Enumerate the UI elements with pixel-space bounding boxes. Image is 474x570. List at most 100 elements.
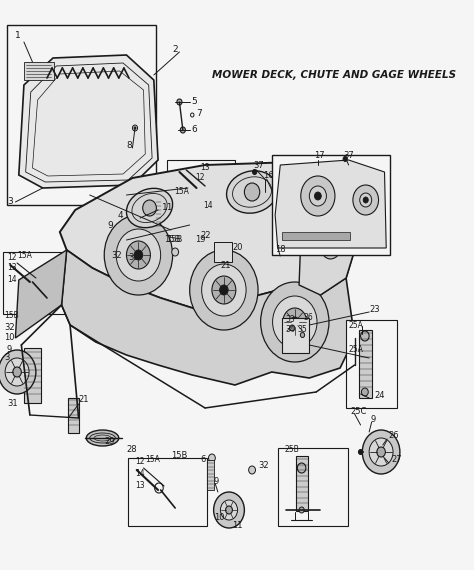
Text: 6: 6 xyxy=(191,125,197,135)
Circle shape xyxy=(219,285,228,295)
Polygon shape xyxy=(15,250,67,338)
Text: 6: 6 xyxy=(201,455,206,465)
Circle shape xyxy=(360,193,372,207)
Circle shape xyxy=(13,367,21,377)
Circle shape xyxy=(253,169,257,174)
Circle shape xyxy=(301,332,305,337)
Polygon shape xyxy=(299,178,361,295)
Circle shape xyxy=(362,430,400,474)
Circle shape xyxy=(301,176,335,216)
Text: 12: 12 xyxy=(195,173,204,181)
Bar xyxy=(207,460,214,490)
Text: 7: 7 xyxy=(197,108,202,117)
Text: 25C: 25C xyxy=(350,408,367,417)
Text: 25A: 25A xyxy=(349,345,364,355)
Circle shape xyxy=(209,454,215,462)
Text: 15B: 15B xyxy=(166,235,182,245)
Circle shape xyxy=(134,127,136,129)
Text: 2: 2 xyxy=(173,46,178,55)
Circle shape xyxy=(113,202,140,234)
Circle shape xyxy=(249,466,255,474)
Text: 32: 32 xyxy=(4,324,15,332)
Circle shape xyxy=(353,185,379,215)
Text: 16: 16 xyxy=(263,172,274,181)
Circle shape xyxy=(343,157,347,161)
Circle shape xyxy=(226,506,232,514)
Text: 15A: 15A xyxy=(145,455,160,465)
Bar xyxy=(282,318,310,353)
Circle shape xyxy=(363,197,368,203)
Text: 3: 3 xyxy=(7,197,13,206)
Text: 15A: 15A xyxy=(17,250,32,259)
Text: 25B: 25B xyxy=(284,446,299,454)
Text: 33: 33 xyxy=(285,316,295,324)
Circle shape xyxy=(314,192,321,200)
Bar xyxy=(68,398,79,433)
Bar xyxy=(24,62,54,80)
Circle shape xyxy=(299,507,304,513)
Circle shape xyxy=(190,250,258,330)
Circle shape xyxy=(124,215,129,221)
Circle shape xyxy=(261,282,329,362)
Circle shape xyxy=(291,317,299,327)
Circle shape xyxy=(143,200,156,216)
Text: 21: 21 xyxy=(220,262,231,271)
Text: 14: 14 xyxy=(135,470,145,478)
Circle shape xyxy=(132,125,137,131)
Text: 17: 17 xyxy=(314,152,325,161)
Text: 13: 13 xyxy=(135,482,145,491)
Text: 34: 34 xyxy=(285,325,295,335)
Circle shape xyxy=(273,296,317,348)
Bar xyxy=(278,448,348,526)
Circle shape xyxy=(5,358,29,386)
Bar xyxy=(214,242,232,262)
Ellipse shape xyxy=(86,430,119,446)
Text: 31: 31 xyxy=(7,398,18,408)
Ellipse shape xyxy=(318,211,345,259)
Text: 13: 13 xyxy=(7,263,17,272)
Text: 24: 24 xyxy=(374,392,385,401)
Text: 32: 32 xyxy=(111,251,122,260)
Text: 10: 10 xyxy=(214,514,224,523)
Text: 9: 9 xyxy=(214,478,219,487)
Text: 9: 9 xyxy=(108,221,113,230)
Circle shape xyxy=(0,350,36,394)
Bar xyxy=(167,160,235,218)
Circle shape xyxy=(177,99,182,105)
Bar xyxy=(155,200,161,228)
Ellipse shape xyxy=(127,188,173,227)
Text: 26: 26 xyxy=(389,431,400,441)
Circle shape xyxy=(283,308,307,336)
Text: 10: 10 xyxy=(4,333,15,343)
Bar xyxy=(282,232,350,240)
Circle shape xyxy=(116,229,161,281)
Text: 4: 4 xyxy=(118,211,124,221)
Bar xyxy=(272,155,390,255)
Bar xyxy=(24,348,41,403)
Circle shape xyxy=(119,209,134,227)
Text: 15B: 15B xyxy=(4,311,19,320)
Text: 5: 5 xyxy=(191,97,197,107)
Text: 25A: 25A xyxy=(349,320,364,329)
Circle shape xyxy=(104,215,173,295)
Circle shape xyxy=(220,500,237,520)
Circle shape xyxy=(290,325,295,331)
Circle shape xyxy=(297,463,306,473)
Ellipse shape xyxy=(323,219,340,251)
Circle shape xyxy=(245,183,260,201)
Text: 8: 8 xyxy=(127,141,132,150)
Text: 30: 30 xyxy=(128,254,139,263)
Bar xyxy=(2,252,78,314)
Circle shape xyxy=(361,331,369,341)
Circle shape xyxy=(212,276,236,304)
Ellipse shape xyxy=(227,171,278,213)
Text: 32: 32 xyxy=(258,462,269,470)
Text: 9: 9 xyxy=(371,416,376,425)
Text: 12: 12 xyxy=(7,253,16,262)
Circle shape xyxy=(180,127,185,133)
Text: 14: 14 xyxy=(203,201,213,210)
Bar xyxy=(359,330,372,398)
Text: MOWER DECK, CHUTE AND GAGE WHEELS: MOWER DECK, CHUTE AND GAGE WHEELS xyxy=(212,70,456,80)
Circle shape xyxy=(358,450,363,454)
Text: 37: 37 xyxy=(253,161,264,170)
